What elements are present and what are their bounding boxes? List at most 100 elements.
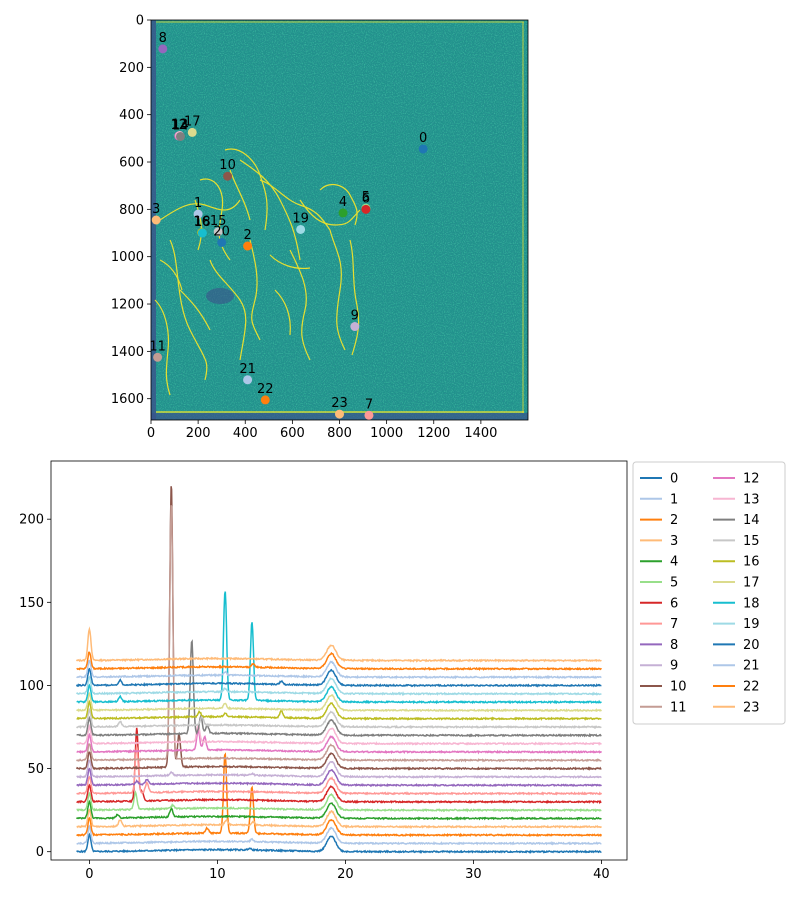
x-tick-label: 200 [186,426,211,441]
legend-label-12: 12 [743,472,760,487]
point-7 [364,410,374,420]
point-label-14: 14 [172,118,189,133]
series-line-9 [76,759,602,780]
y-tick-label: 150 [19,596,44,611]
series-line-11 [76,505,602,763]
legend-label-18: 18 [743,596,760,611]
x-tick-label: 400 [233,426,258,441]
x-tick-label: 0 [85,867,93,882]
point-label-7: 7 [365,397,373,412]
legend-label-1: 1 [670,492,678,507]
point-23 [335,409,344,419]
point-17 [187,127,197,137]
point-4 [338,208,348,218]
legend-label-21: 21 [743,659,760,674]
x-tick-label: 0 [147,426,155,441]
point-6 [361,204,371,214]
point-label-0: 0 [419,131,427,146]
series-line-19 [76,675,602,697]
point-label-18: 18 [194,215,211,230]
point-21 [243,375,253,385]
legend-label-20: 20 [743,638,760,653]
x-tick-label: 1200 [417,426,450,441]
series-line-4 [76,799,602,821]
legend-box [632,461,786,725]
y-tick-label: 200 [119,61,144,76]
point-3 [151,215,161,225]
y-tick-label: 1400 [111,345,144,360]
series-line-6 [76,727,602,805]
legend-label-19: 19 [743,617,760,632]
point-0 [418,144,428,154]
x-tick-label: 30 [465,867,482,882]
series-line-15 [76,707,602,730]
image-drawing [154,148,361,396]
legend-label-7: 7 [670,617,678,632]
point-18 [197,228,207,238]
series-line-14 [76,639,602,738]
legend-label-10: 10 [670,680,687,695]
series-line-17 [76,691,602,713]
series-line-12 [76,728,603,755]
point-9 [350,322,360,332]
legend-label-3: 3 [670,534,678,549]
point-label-11: 11 [149,339,166,354]
x-tick-label: 800 [327,426,352,441]
x-tick-label: 1400 [464,426,497,441]
image-texture-dark [151,20,528,420]
legend-label-15: 15 [743,534,760,549]
point-22 [260,395,270,405]
legend-label-9: 9 [670,659,678,674]
y-tick-label: 800 [119,203,144,218]
point-19 [296,224,306,234]
series-line-13 [76,723,602,746]
point-20 [217,237,227,247]
point-label-2: 2 [243,228,251,243]
legend-label-11: 11 [670,700,687,715]
legend-label-14: 14 [743,513,760,528]
x-tick-label: 600 [280,426,305,441]
x-tick-label: 40 [593,867,610,882]
y-tick-label: 400 [119,108,144,123]
legend-label-5: 5 [670,576,678,591]
point-label-21: 21 [239,362,256,377]
point-14 [175,131,185,141]
legend-label-22: 22 [743,680,760,695]
y-tick-label: 200 [19,513,44,528]
y-tick-label: 1200 [111,298,144,313]
point-1 [193,209,203,219]
series-line-2 [76,752,603,838]
point-11 [153,352,163,362]
y-tick-label: 1000 [111,250,144,265]
series-line-21 [76,659,602,680]
point-label-4: 4 [339,195,347,210]
legend-label-23: 23 [743,700,760,715]
image-panel: 0 200 400 600 800 1000 1200 1400020040060080010… [111,14,529,441]
point-label-10: 10 [219,158,236,173]
y-tick-label: 100 [19,679,44,694]
y-tick-label: 50 [27,762,44,777]
legend-label-16: 16 [743,555,760,570]
legend-label-2: 2 [670,513,678,528]
point-label-19: 19 [292,211,309,226]
x-tick-label: 10 [209,867,226,882]
y-tick-label: 1600 [111,392,144,407]
x-tick-label: 1000 [370,426,403,441]
point-label-3: 3 [152,202,160,217]
point-label-23: 23 [331,396,348,411]
point-label-1: 1 [194,196,202,211]
x-tick-label: 20 [337,867,354,882]
legend-label-13: 13 [743,492,760,507]
point-label-15: 15 [210,214,227,229]
point-label-5: 5 [362,190,370,205]
y-tick-label: 0 [136,14,144,29]
series-line-8 [76,767,602,788]
point-label-13: 13 [171,118,188,133]
point-15 [213,227,223,237]
series-line-3 [76,808,602,830]
point-label-6: 6 [362,191,370,206]
image-shadow [206,288,234,304]
point-10 [223,171,233,181]
